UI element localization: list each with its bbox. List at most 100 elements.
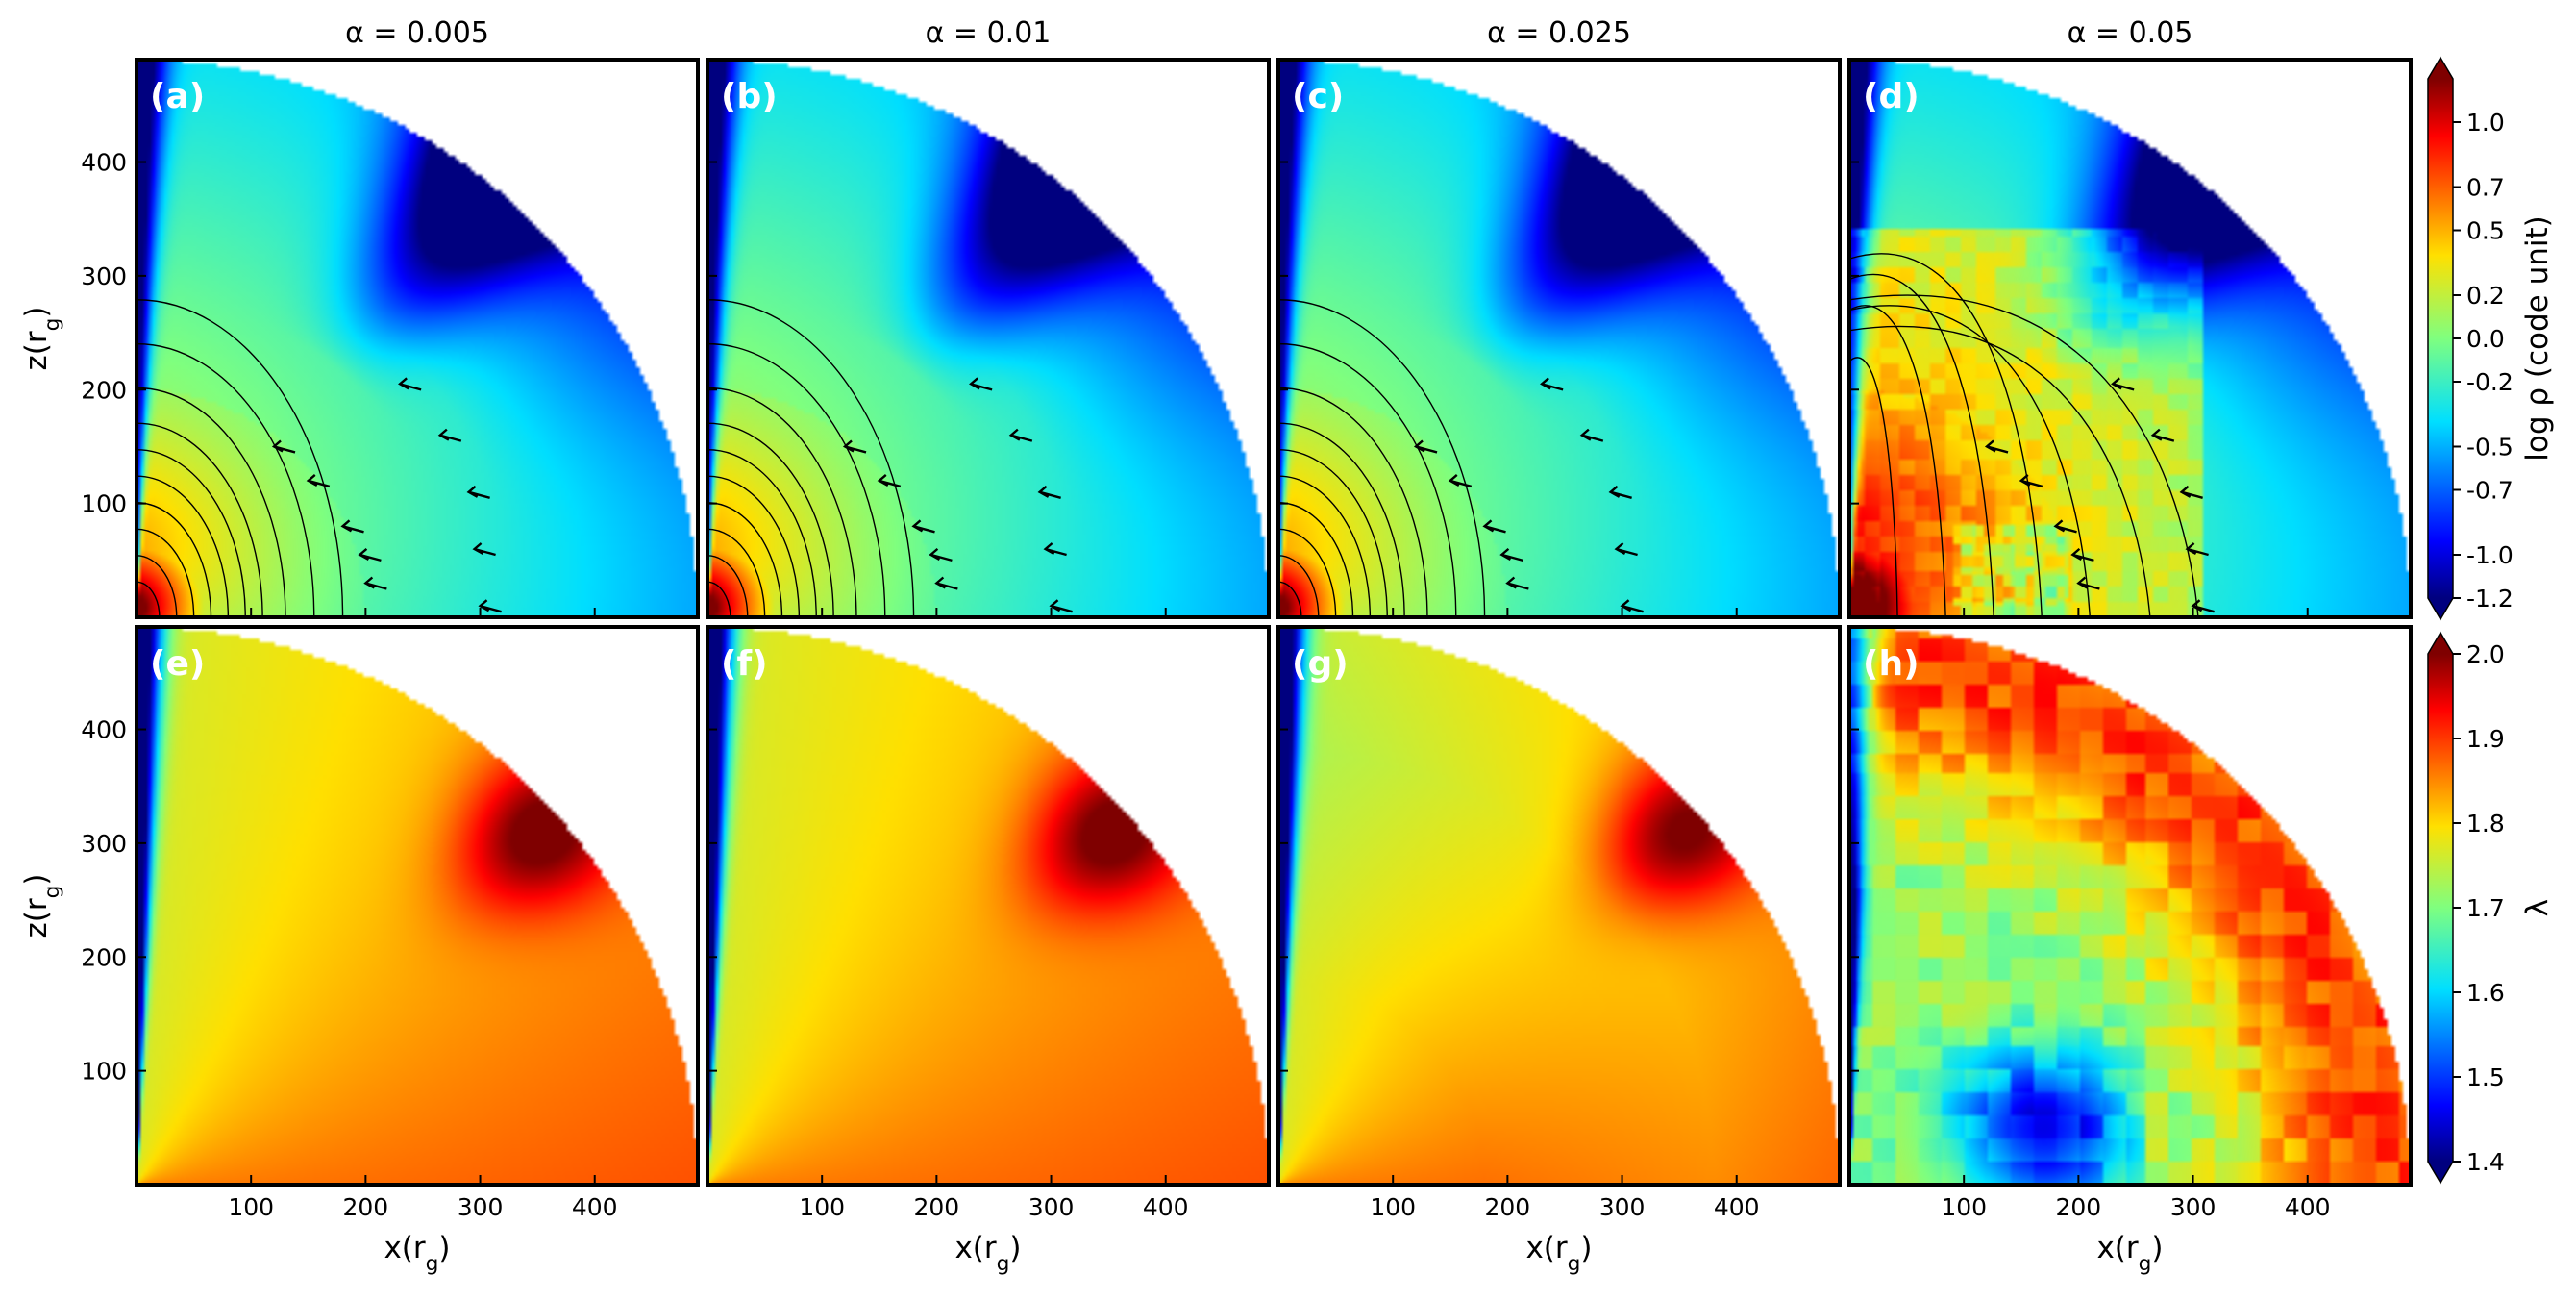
density-contour [706, 555, 749, 618]
colorbar-extend-max [2428, 633, 2453, 654]
colorbar-label: λ [2520, 899, 2555, 916]
colorbar-extend-min [2428, 598, 2453, 619]
panel-label: (c) [1292, 77, 1344, 116]
velocity-arrow [1049, 599, 1073, 613]
velocity-arrow [363, 576, 387, 590]
velocity-arrow [1620, 599, 1644, 613]
heatmap-field-2 [707, 60, 1269, 617]
x-tick-label: 100 [799, 1193, 845, 1221]
velocity-arrow [2053, 519, 2077, 534]
x-tick-label: 200 [914, 1193, 960, 1221]
x-tick-label: 400 [1143, 1193, 1189, 1221]
velocity-arrow [1579, 428, 1604, 442]
velocity-arrow [877, 474, 902, 488]
x-tick-label: 100 [1941, 1193, 1987, 1221]
velocity-vectors [1413, 377, 1644, 613]
velocity-arrow [1614, 542, 1638, 557]
y-tick-label: 400 [81, 149, 127, 177]
velocity-arrow [340, 519, 364, 534]
velocity-arrow [929, 547, 953, 562]
colorbar-tick-label: 1.4 [2466, 1148, 2505, 1176]
x-axis-label: x(rg) [1525, 1231, 1592, 1276]
density-contour [136, 475, 230, 618]
colorbar-lambda: 2.0 1.9 1.8 1.7 1.6 1.5 1.4 λ [2427, 631, 2555, 1185]
density-contour [136, 502, 212, 618]
colorbar-tick-label: 1.7 [2466, 894, 2505, 922]
x-tick-label: 400 [2285, 1193, 2331, 1221]
panel-g: 100 200 300 400 (g) x(rg) [1276, 625, 1842, 1276]
y-tick-label: 300 [81, 830, 127, 858]
y-tick-label: 200 [81, 376, 127, 404]
panel-label: (g) [1292, 644, 1349, 684]
density-contour [136, 581, 161, 618]
velocity-arrow [1984, 439, 2009, 454]
y-tick-label: 100 [81, 490, 127, 518]
panel-frame [135, 58, 700, 619]
colorbar-tick-label: 1.5 [2466, 1063, 2505, 1091]
colorbar-tick-label: 1.8 [2466, 810, 2505, 838]
velocity-arrow [358, 547, 382, 562]
velocity-arrow [466, 485, 490, 499]
colorbars-group: 1.0 0.7 0.5 0.2 0.0 -0.2 -0.5 -0.7 -1.0 -1.2 log ρ… [2427, 56, 2555, 1185]
velocity-arrow [478, 599, 502, 613]
density-contour [1848, 305, 1946, 618]
velocity-arrow [1413, 439, 1438, 454]
density-contour [1848, 357, 1898, 618]
density-contour [1277, 299, 1486, 618]
colorbar-tick-label: 1.0 [2466, 109, 2505, 137]
velocity-arrow [306, 474, 331, 488]
density-contour [136, 299, 344, 618]
density-contour [706, 449, 817, 618]
velocity-arrow [472, 542, 496, 557]
x-axis-label: x(rg) [954, 1231, 1021, 1276]
heatmap-field-8 [1849, 627, 2411, 1185]
panel-b: (b) α = 0.01 [706, 16, 1271, 619]
panel-c: (c) α = 0.025 [1276, 16, 1842, 619]
colorbar-tick-label: -1.0 [2466, 541, 2514, 569]
column-title: α = 0.005 [345, 16, 489, 50]
velocity-arrow [2150, 428, 2175, 442]
y-tick-label: 200 [81, 943, 127, 971]
colorbar-tick-label: -0.2 [2466, 368, 2514, 396]
density-contour [1277, 449, 1388, 618]
colorbar-gradient [2428, 654, 2453, 1162]
panel-h: 100 200 300 400 (h) x(rg) [1847, 625, 2413, 1276]
density-contour [706, 581, 731, 618]
y-tick-label: 300 [81, 262, 127, 290]
x-tick-label: 400 [1714, 1193, 1760, 1221]
velocity-arrow [271, 439, 296, 454]
x-tick-label: 200 [343, 1193, 389, 1221]
velocity-arrow [2179, 485, 2203, 499]
panel-frame [706, 625, 1271, 1187]
colorbar-tick-label: 0.5 [2466, 217, 2505, 245]
heatmap-field-5 [136, 627, 698, 1185]
x-tick-label: 100 [228, 1193, 274, 1221]
density-contour [1277, 422, 1405, 618]
density-contour [1277, 528, 1337, 618]
density-contour [1848, 273, 1994, 618]
colorbar-label: log ρ (code unit) [2520, 215, 2555, 462]
velocity-arrow [1482, 519, 1506, 534]
density-contour [136, 528, 195, 618]
y-axis-label: z(rg) [19, 306, 64, 370]
density-contour [136, 342, 315, 618]
velocity-arrow [398, 377, 422, 391]
colorbar-extend-max [2428, 58, 2453, 79]
heatmap-field-4 [1849, 60, 2411, 617]
contour-overlay [136, 299, 344, 618]
panel-label: (a) [150, 77, 205, 116]
x-tick-label: 200 [1485, 1193, 1531, 1221]
colorbar-tick-label: 0.2 [2466, 282, 2505, 310]
density-contour [706, 342, 886, 618]
density-contour [706, 422, 834, 618]
velocity-arrow [1540, 377, 1564, 391]
velocity-arrow [2191, 599, 2215, 613]
density-contour [706, 299, 915, 618]
velocity-arrow [2076, 576, 2100, 590]
panel-label: (h) [1863, 644, 1920, 684]
velocity-arrow [934, 576, 958, 590]
y-tick-label: 400 [81, 716, 127, 744]
x-tick-label: 300 [1599, 1193, 1646, 1221]
colorbar-tick-label: 1.6 [2466, 979, 2505, 1007]
